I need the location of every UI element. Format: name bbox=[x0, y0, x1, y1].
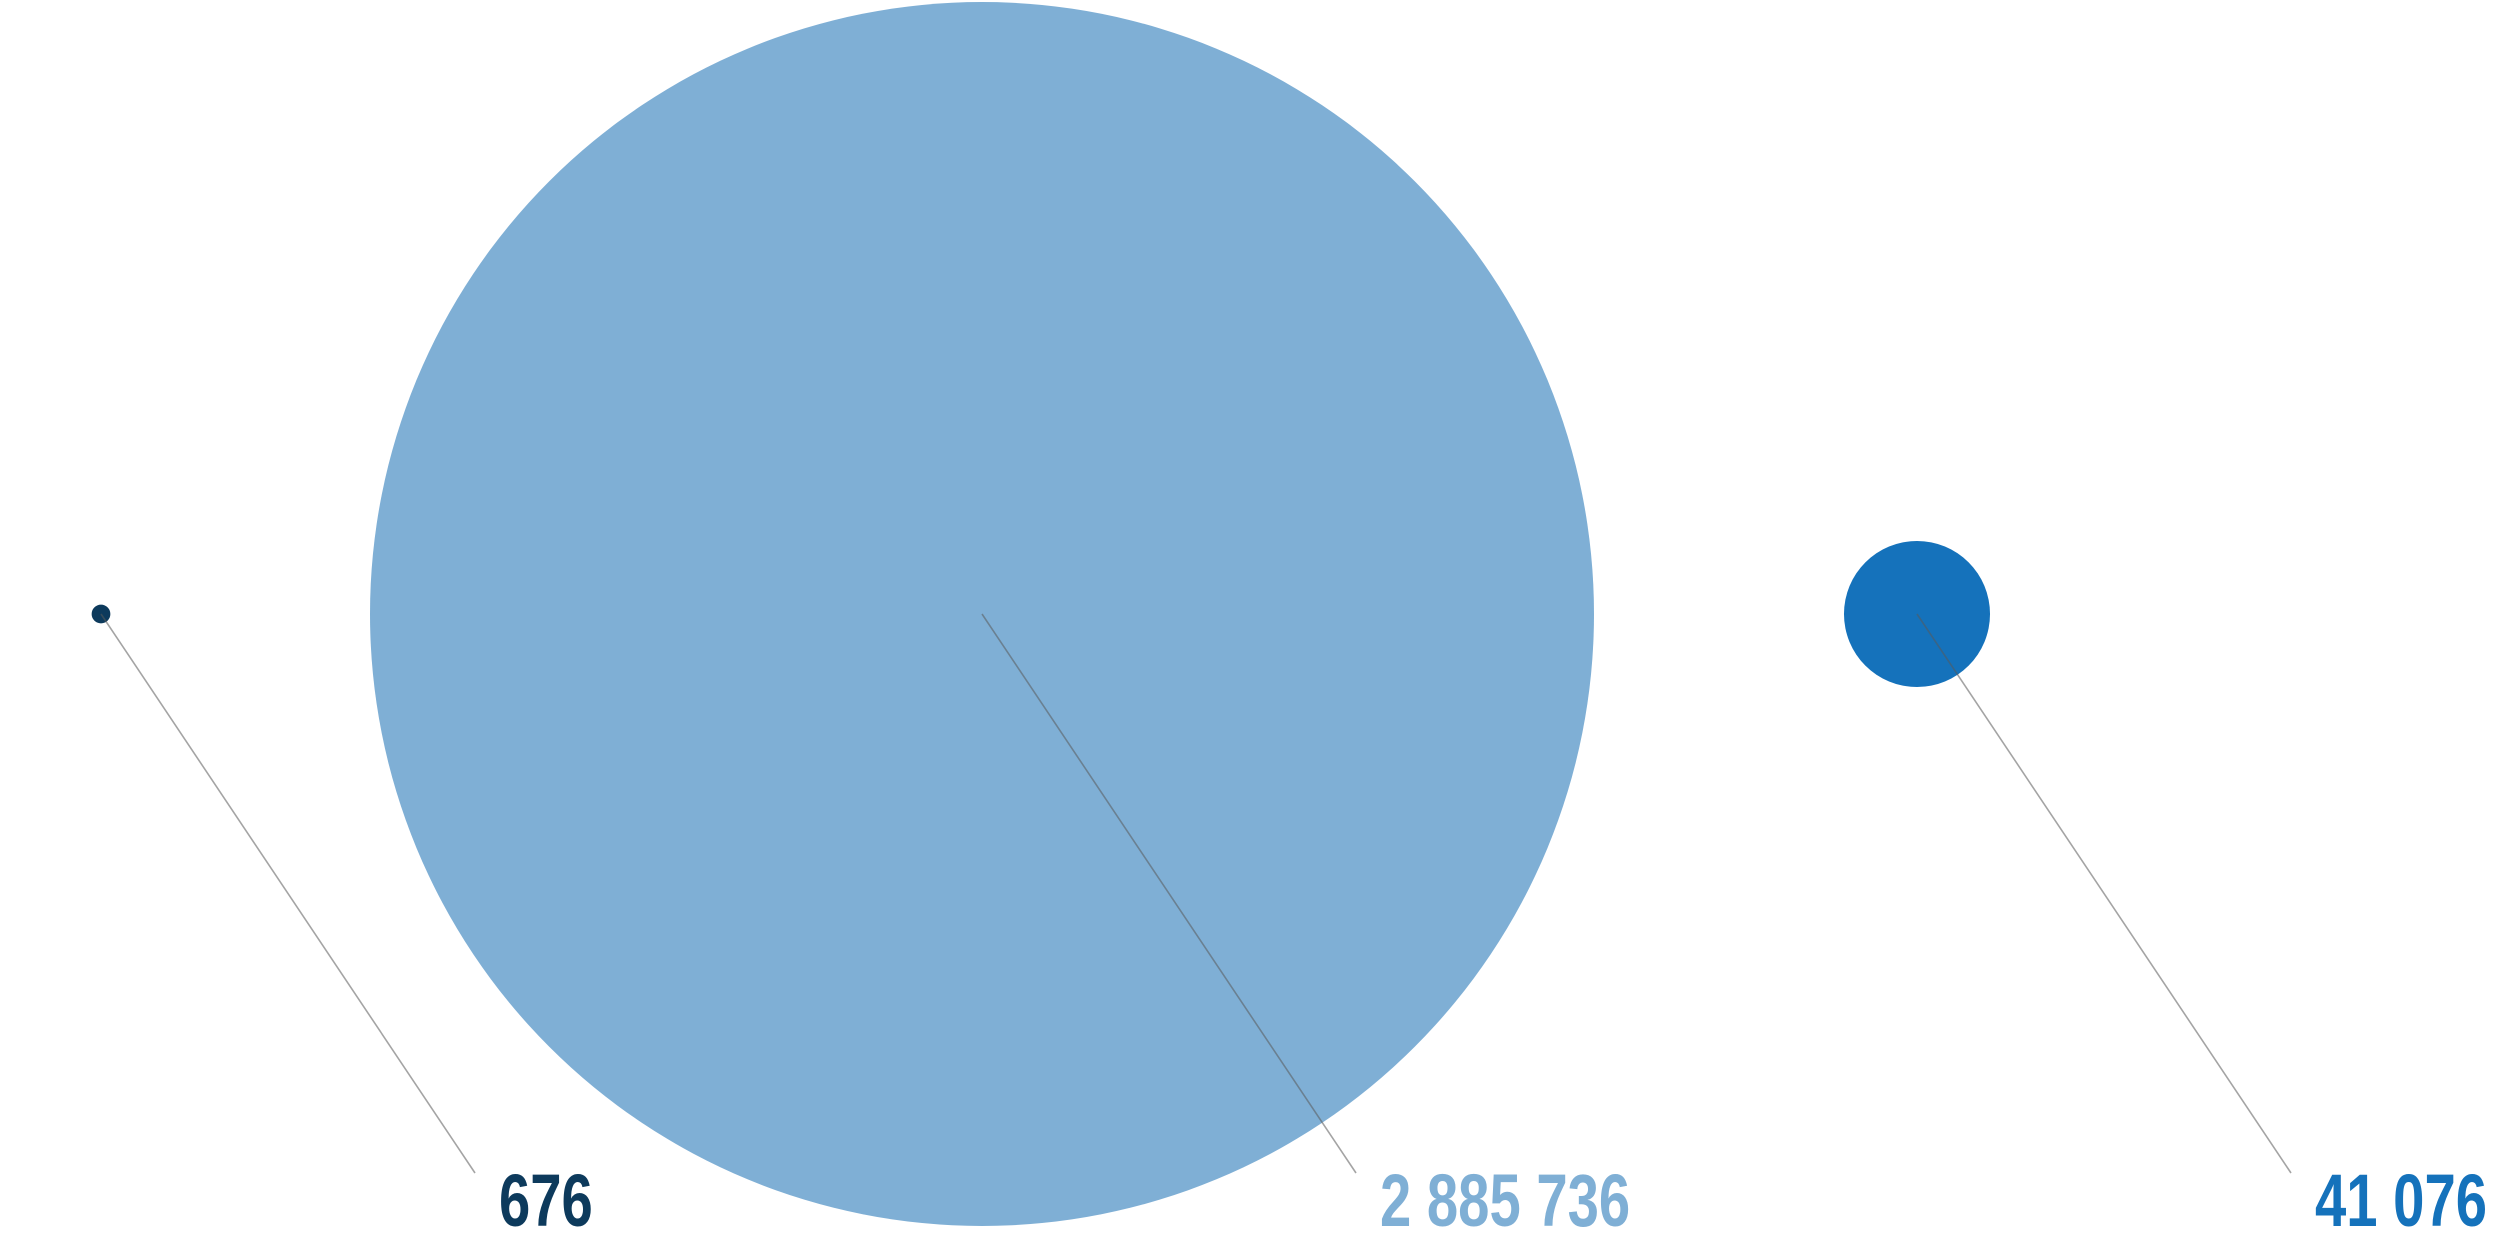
leader-line bbox=[100, 613, 476, 1174]
data-label: 41 076 bbox=[2315, 1160, 2487, 1237]
label-group: 676 bbox=[499, 1160, 593, 1237]
data-label: 676 bbox=[499, 1160, 593, 1237]
label-group: 41 076 bbox=[2315, 1160, 2487, 1237]
label-group: 2 885 736 bbox=[1380, 1160, 1630, 1237]
leader-line bbox=[981, 613, 1357, 1174]
leader-line bbox=[1916, 613, 2292, 1174]
data-label: 2 885 736 bbox=[1380, 1160, 1630, 1237]
